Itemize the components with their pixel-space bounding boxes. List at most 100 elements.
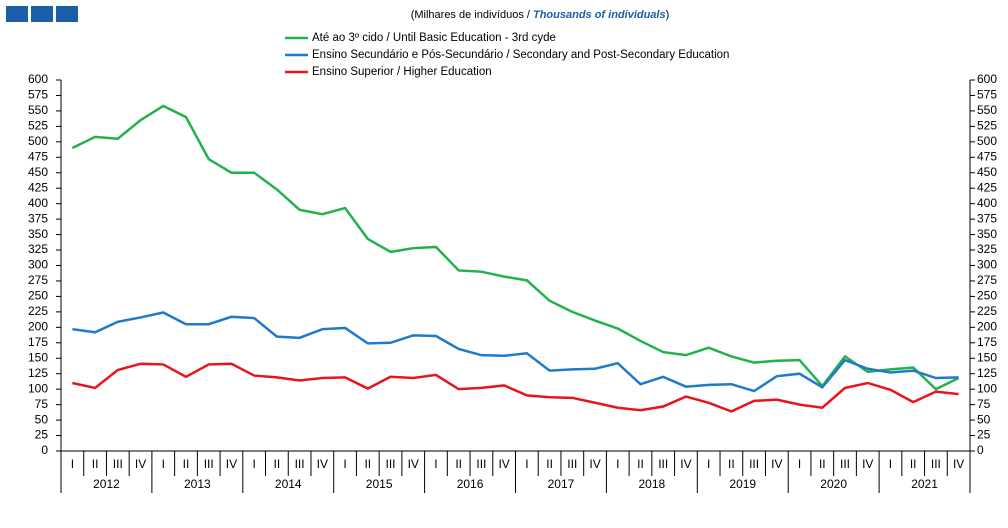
y2-tick-label: 425 — [977, 180, 997, 194]
y2-tick-label: 50 — [977, 412, 991, 426]
y2-tick-label: 200 — [977, 320, 997, 334]
y2-tick-label: 100 — [977, 381, 997, 395]
x-tick-label: IV — [317, 457, 328, 471]
x-tick-label: II — [455, 457, 462, 471]
y2-tick-label: 150 — [977, 350, 997, 364]
y2-tick-label: 325 — [977, 242, 997, 256]
year-label: 2017 — [548, 477, 575, 491]
x-tick-label: I — [525, 457, 528, 471]
y-tick-label: 525 — [28, 119, 48, 133]
x-tick-label: II — [364, 457, 371, 471]
y2-tick-label: 600 — [977, 72, 997, 86]
y-tick-label: 25 — [35, 428, 49, 442]
y-tick-label: 250 — [28, 289, 48, 303]
x-tick-label: II — [546, 457, 553, 471]
x-tick-label: IV — [589, 457, 600, 471]
y-tick-label: 400 — [28, 196, 48, 210]
y2-tick-label: 375 — [977, 211, 997, 225]
subtitle: (Milhares de indivíduos / Thousands of i… — [411, 9, 670, 21]
y2-tick-label: 525 — [977, 119, 997, 133]
y2-tick-label: 300 — [977, 258, 997, 272]
y-tick-label: 175 — [28, 335, 48, 349]
y-tick-label: 425 — [28, 180, 48, 194]
y2-tick-label: 500 — [977, 134, 997, 148]
y-tick-label: 0 — [41, 443, 48, 457]
legend-label: Ensino Secundário e Pós-Secundário / Sec… — [312, 49, 729, 61]
x-tick-label: II — [819, 457, 826, 471]
y-tick-label: 475 — [28, 149, 48, 163]
y-tick-label: 575 — [28, 88, 48, 102]
x-tick-label: IV — [680, 457, 691, 471]
y-tick-label: 500 — [28, 134, 48, 148]
year-label: 2014 — [275, 477, 302, 491]
x-tick-label: I — [707, 457, 710, 471]
x-tick-label: II — [910, 457, 917, 471]
y-tick-label: 150 — [28, 350, 48, 364]
year-label: 2015 — [366, 477, 393, 491]
year-label: 2019 — [729, 477, 756, 491]
year-label: 2016 — [457, 477, 484, 491]
logo-block — [6, 6, 28, 22]
data-line — [71, 104, 960, 391]
x-tick-label: III — [749, 457, 759, 471]
y-tick-label: 350 — [28, 227, 48, 241]
y-tick-label: 200 — [28, 320, 48, 334]
x-tick-label: I — [798, 457, 801, 471]
x-tick-label: I — [343, 457, 346, 471]
y-tick-label: 375 — [28, 211, 48, 225]
x-tick-label: I — [889, 457, 892, 471]
year-label: 2020 — [820, 477, 847, 491]
x-tick-label: III — [113, 457, 123, 471]
subtitle-end: ) — [666, 9, 670, 21]
x-tick-label: IV — [498, 457, 509, 471]
year-label: 2013 — [184, 477, 211, 491]
x-tick-label: III — [658, 457, 668, 471]
legend-label: Até ao 3º cido / Until Basic Education -… — [312, 32, 556, 44]
y-tick-label: 550 — [28, 103, 48, 117]
data-line — [72, 311, 959, 393]
subtitle-en: Thousands of individuals — [533, 9, 666, 21]
y-tick-label: 300 — [28, 258, 48, 272]
y-tick-label: 450 — [28, 165, 48, 179]
logo-block — [56, 6, 78, 22]
y-tick-label: 325 — [28, 242, 48, 256]
x-tick-label: I — [252, 457, 255, 471]
x-tick-label: IV — [953, 457, 964, 471]
y-tick-label: 50 — [35, 412, 49, 426]
y-tick-label: 75 — [35, 397, 49, 411]
year-label: 2018 — [638, 477, 665, 491]
y2-tick-label: 450 — [977, 165, 997, 179]
y2-tick-label: 350 — [977, 227, 997, 241]
x-tick-label: II — [728, 457, 735, 471]
x-tick-label: IV — [771, 457, 782, 471]
x-tick-label: II — [637, 457, 644, 471]
x-tick-label: II — [92, 457, 99, 471]
x-tick-label: III — [295, 457, 305, 471]
y2-tick-label: 75 — [977, 397, 991, 411]
x-tick-label: III — [476, 457, 486, 471]
x-tick-label: III — [204, 457, 214, 471]
data-line — [72, 362, 959, 413]
x-tick-label: III — [386, 457, 396, 471]
legend-label: Ensino Superior / Higher Education — [312, 66, 492, 78]
y2-tick-label: 250 — [977, 289, 997, 303]
y2-tick-label: 125 — [977, 366, 997, 380]
y2-tick-label: 275 — [977, 273, 997, 287]
x-tick-label: I — [71, 457, 74, 471]
subtitle-pt: (Milhares de indivíduos / — [411, 9, 533, 21]
y2-tick-label: 550 — [977, 103, 997, 117]
y2-tick-label: 475 — [977, 149, 997, 163]
x-tick-label: III — [931, 457, 941, 471]
x-tick-label: IV — [408, 457, 419, 471]
y-tick-label: 275 — [28, 273, 48, 287]
x-tick-label: IV — [226, 457, 237, 471]
y2-tick-label: 400 — [977, 196, 997, 210]
y2-tick-label: 175 — [977, 335, 997, 349]
y-tick-label: 600 — [28, 72, 48, 86]
x-tick-label: I — [434, 457, 437, 471]
year-label: 2012 — [93, 477, 120, 491]
y-tick-label: 125 — [28, 366, 48, 380]
y2-tick-label: 0 — [977, 443, 984, 457]
